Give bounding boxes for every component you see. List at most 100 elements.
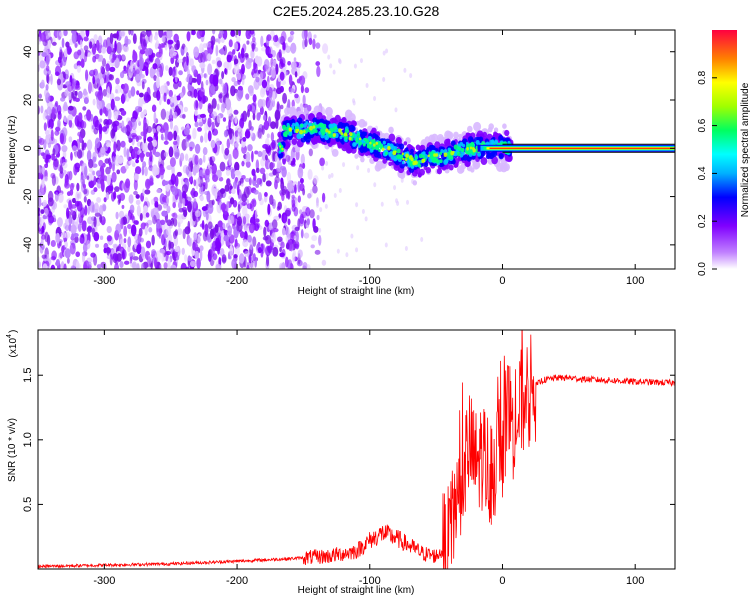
heatmap-noise-blob — [102, 162, 106, 168]
heatmap-noise-blob — [291, 253, 296, 263]
heatmap-noise-blob — [82, 121, 87, 129]
heatmap-noise-blob — [205, 79, 209, 86]
heatmap-noise-blob — [284, 256, 289, 268]
heatmap-noise-blob — [251, 43, 256, 50]
heatmap-noise-blob — [140, 246, 146, 258]
heatmap-noise-blob — [212, 174, 219, 182]
snr-plot-area — [38, 330, 675, 569]
heatmap-noise-blob — [266, 100, 273, 111]
heatmap-noise-blob — [112, 33, 119, 39]
heatmap-noise-blob — [68, 136, 73, 143]
heatmap-noise-blob — [80, 58, 85, 68]
heatmap-noise-blob — [194, 154, 199, 166]
heatmap-noise-blob — [106, 46, 112, 55]
heatmap-noise-blob — [277, 201, 282, 210]
heatmap-noise-blob — [263, 226, 267, 237]
heatmap-noise-blob — [292, 181, 298, 187]
heatmap-noise-blob — [291, 99, 295, 109]
heatmap-noise-blob — [241, 160, 245, 167]
heatmap-noise-blob — [120, 93, 126, 104]
heatmap-noise-blob — [98, 72, 103, 80]
heatmap-noise-blob — [61, 245, 65, 254]
heatmap-noise-blob — [40, 209, 45, 214]
heatmap-noise-blob — [221, 254, 227, 264]
heatmap-noise-blob — [113, 110, 119, 121]
heatmap-noise-blob — [120, 218, 124, 230]
colorbar-label: Normalized spectral amplitude — [740, 82, 750, 217]
heatmap-noise-blob — [169, 220, 175, 226]
heatmap-noise-blob — [63, 204, 68, 209]
heatmap-track-blob — [387, 145, 391, 150]
heatmap-noise-blob — [197, 126, 202, 132]
heatmap-noise-blob — [109, 66, 116, 72]
heatmap-noise-blob — [229, 127, 233, 140]
heatmap-noise-blob — [219, 188, 226, 194]
heatmap-noise-blob — [248, 253, 252, 264]
heatmap-noise-blob — [230, 85, 236, 97]
heatmap-noise-blob — [139, 212, 143, 222]
heatmap-noise-blob — [118, 54, 121, 61]
heatmap-track-blob — [417, 160, 421, 164]
heatmap-track-blob — [419, 145, 424, 151]
heatmap-noise-blob — [109, 162, 113, 170]
heatmap-noise-blob — [39, 60, 46, 69]
heatmap-noise-blob — [94, 137, 101, 149]
heatmap-speckle — [328, 174, 332, 180]
heatmap-noise-blob — [51, 106, 55, 119]
heatmap-noise-blob — [205, 168, 210, 176]
heatmap-track-blob — [332, 133, 336, 138]
heatmap-track-blob — [475, 140, 480, 146]
heatmap-frame — [37, 29, 676, 270]
heatmap-noise-blob — [145, 151, 150, 157]
heatmap-noise-blob — [96, 264, 102, 269]
heatmap-noise-blob — [181, 184, 189, 194]
heatmap-noise-blob — [117, 156, 124, 164]
heatmap-noise-blob — [280, 104, 284, 110]
heatmap-noise-blob — [177, 201, 182, 209]
heatmap-noise-blob — [107, 108, 112, 121]
heatmap-noise-blob — [145, 240, 152, 249]
heatmap-track-blob — [325, 106, 333, 117]
heatmap-noise-blob — [294, 226, 300, 232]
heatmap-noise-blob — [40, 105, 44, 114]
figure-title: C2E5.2024.285.23.10.G28 — [273, 3, 440, 19]
heatmap-noise-blob — [289, 88, 295, 93]
heatmap-noise-blob — [211, 199, 215, 206]
heatmap-noise-blob — [204, 132, 208, 143]
snr-x-tick-label: -200 — [226, 575, 248, 587]
heatmap-noise-blob — [270, 131, 275, 142]
heatmap-noise-blob — [130, 59, 134, 72]
heatmap-noise-blob — [151, 249, 156, 255]
heatmap-track-blob — [393, 157, 397, 161]
heatmap-track-blob — [396, 148, 401, 154]
heatmap-noise-blob — [217, 247, 220, 255]
heatmap-noise-blob — [238, 30, 241, 37]
heatmap-noise-blob — [103, 175, 108, 181]
heatmap-noise-blob — [290, 148, 295, 161]
heatmap-track-blob — [352, 142, 357, 147]
heatmap-noise-blob — [174, 245, 180, 253]
heatmap-noise-blob — [64, 182, 71, 189]
heatmap-noise-blob — [199, 113, 206, 118]
heatmap-noise-blob — [54, 191, 59, 202]
heatmap-noise-blob — [194, 143, 201, 154]
heatmap-noise-blob — [306, 264, 311, 269]
heatmap-noise-blob — [55, 126, 61, 132]
heatmap-noise-blob — [136, 116, 141, 124]
heatmap-noise-blob — [136, 244, 142, 254]
heatmap-track-blob — [374, 144, 380, 151]
heatmap-track-blob — [446, 131, 454, 141]
heatmap-noise-blob — [226, 138, 231, 149]
heatmap-track-blob — [351, 126, 356, 132]
heatmap-noise-blob — [287, 218, 291, 226]
heatmap-noise-blob — [113, 123, 118, 133]
heatmap-noise-blob — [43, 122, 47, 132]
heatmap-noise-blob — [270, 121, 277, 130]
heatmap-noise-blob — [223, 61, 230, 69]
heatmap-noise-blob — [98, 54, 104, 62]
heatmap-track-blob — [458, 133, 463, 139]
heatmap-noise-blob — [257, 98, 264, 109]
heatmap-noise-blob — [216, 103, 220, 111]
heatmap-noise-blob — [282, 41, 286, 52]
heatmap-noise-blob — [83, 45, 89, 52]
